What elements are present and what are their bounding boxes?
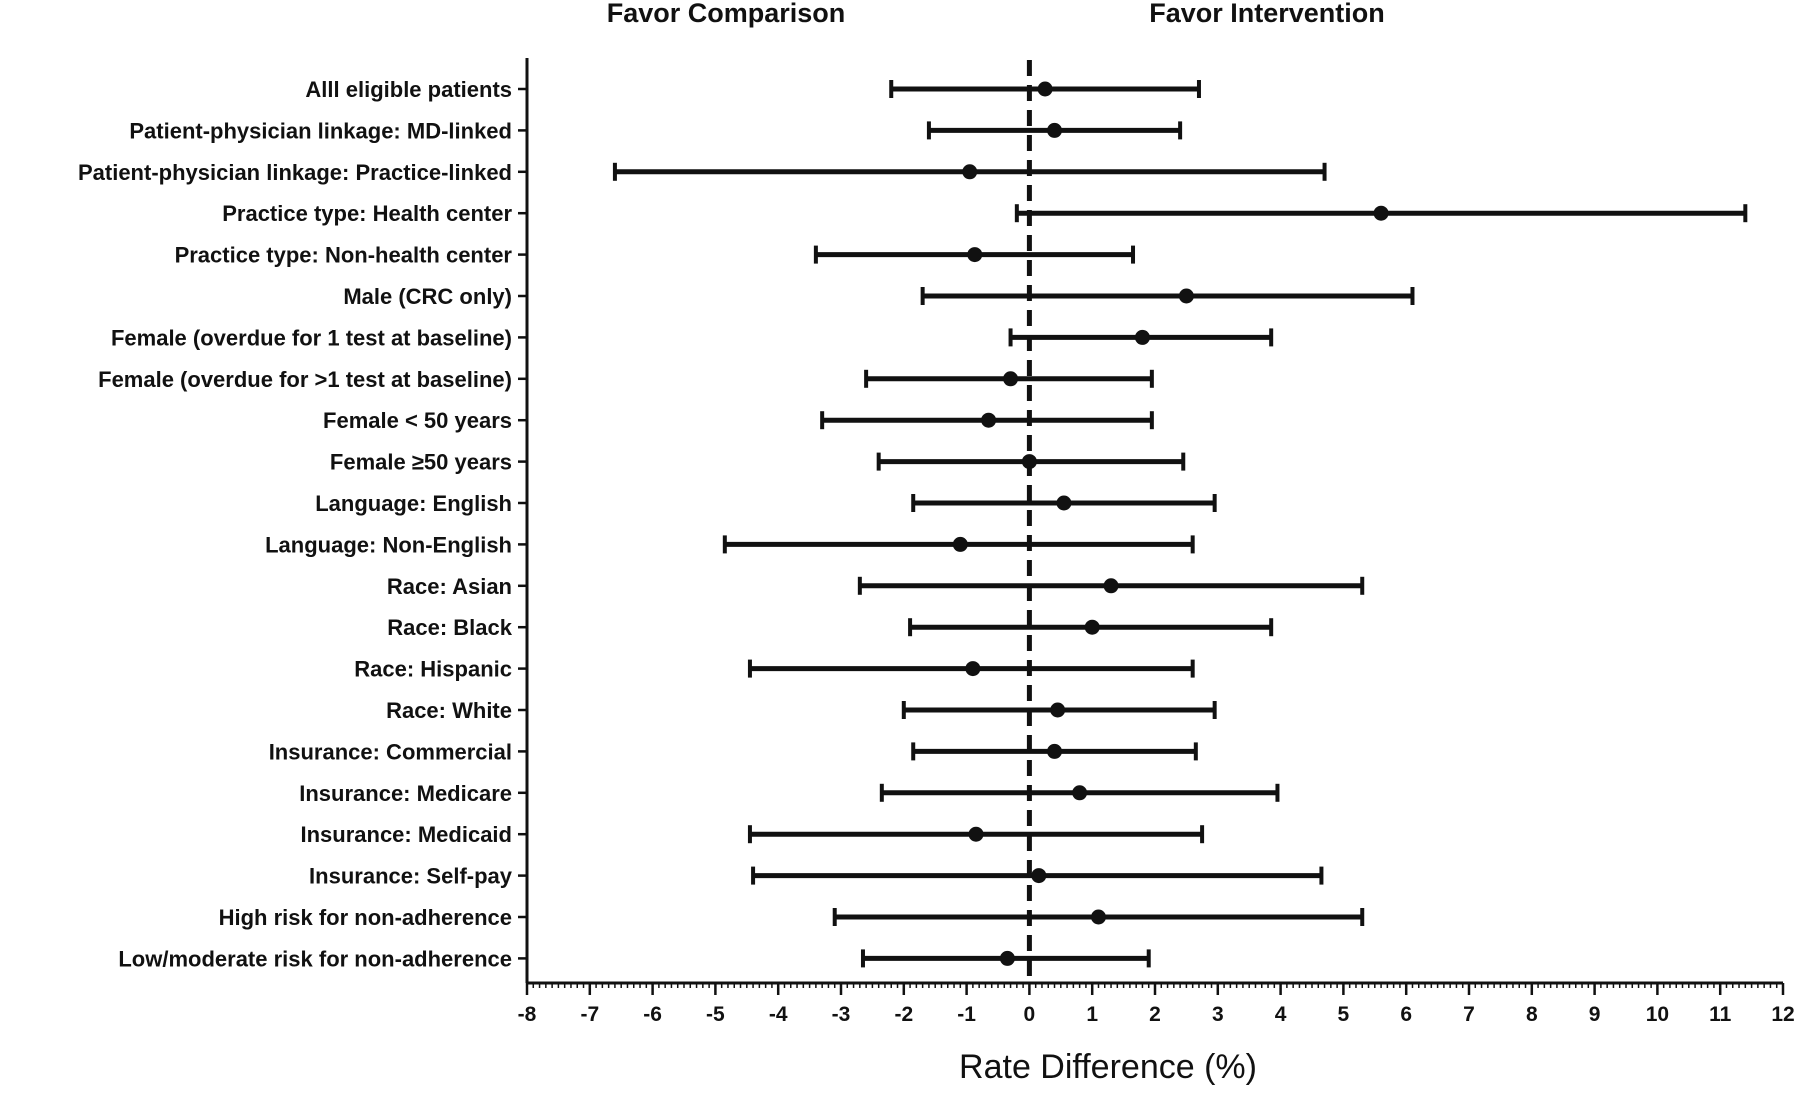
category-label: Practice type: Health center — [222, 201, 512, 226]
category-label: Insurance: Medicare — [299, 781, 512, 806]
category-label: Female ≥50 years — [330, 450, 512, 475]
x-tick-label: 10 — [1646, 1003, 1669, 1026]
x-tick-label: 0 — [1024, 1003, 1036, 1026]
category-label: Low/moderate risk for non-adherence — [118, 946, 512, 971]
category-label: Female (overdue for 1 test at baseline) — [111, 325, 512, 350]
point-estimate — [1056, 495, 1072, 511]
category-label: Patient-physician linkage: MD-linked — [129, 118, 512, 143]
category-label: Race: White — [386, 698, 512, 723]
x-tick-label: -4 — [769, 1003, 788, 1026]
point-estimate — [967, 247, 983, 263]
category-label: Race: Asian — [387, 574, 512, 599]
x-tick-label: -8 — [518, 1003, 537, 1026]
x-tick-label: 9 — [1589, 1003, 1601, 1026]
header-favor-intervention: Favor Intervention — [1149, 0, 1385, 28]
x-tick-label: 6 — [1400, 1003, 1412, 1026]
point-estimate — [1134, 329, 1150, 345]
point-estimate — [952, 536, 968, 552]
point-estimate — [965, 661, 981, 677]
x-tick-label: -1 — [957, 1003, 976, 1026]
x-tick-label: -3 — [832, 1003, 851, 1026]
category-label: Practice type: Non-health center — [175, 243, 513, 268]
point-estimate — [1373, 205, 1389, 221]
x-tick-label: 3 — [1212, 1003, 1224, 1026]
x-tick-label: 7 — [1463, 1003, 1475, 1026]
category-label: Patient-physician linkage: Practice-link… — [78, 160, 512, 185]
x-tick-label: 11 — [1709, 1003, 1732, 1026]
point-estimate — [1178, 288, 1194, 304]
category-label: Female < 50 years — [323, 408, 512, 433]
category-label: High risk for non-adherence — [219, 905, 512, 930]
point-estimate — [968, 826, 984, 842]
point-estimate — [962, 164, 978, 180]
x-tick-label: 2 — [1149, 1003, 1161, 1026]
x-tick-label: -2 — [894, 1003, 913, 1026]
x-tick-label: 5 — [1338, 1003, 1350, 1026]
category-label: Insurance: Commercial — [269, 739, 512, 764]
x-tick-label: 4 — [1275, 1003, 1287, 1026]
category-label: Alll eligible patients — [305, 77, 512, 102]
category-label: Insurance: Self-pay — [309, 864, 513, 889]
point-estimate — [981, 412, 997, 428]
x-tick-label: -5 — [706, 1003, 725, 1026]
category-label: Language: English — [315, 491, 512, 516]
point-estimate — [1103, 578, 1119, 594]
category-label: Race: Black — [387, 615, 513, 640]
point-estimate — [1050, 702, 1066, 718]
header-favor-comparison: Favor Comparison — [607, 0, 846, 28]
x-tick-label: 8 — [1526, 1003, 1538, 1026]
point-estimate — [1037, 81, 1053, 97]
category-label: Male (CRC only) — [343, 284, 512, 309]
category-label: Language: Non-English — [265, 532, 512, 557]
category-label: Insurance: Medicaid — [300, 822, 512, 847]
point-estimate — [1047, 743, 1063, 759]
point-estimate — [1084, 619, 1100, 635]
point-estimate — [1047, 122, 1063, 138]
point-estimate — [1072, 785, 1088, 801]
x-tick-label: -6 — [643, 1003, 662, 1026]
point-estimate — [1031, 868, 1047, 884]
category-label: Race: Hispanic — [354, 657, 512, 682]
point-estimate — [1090, 909, 1106, 925]
x-tick-label: 1 — [1086, 1003, 1098, 1026]
point-estimate — [1003, 371, 1019, 387]
point-estimate — [999, 950, 1015, 966]
category-label: Female (overdue for >1 test at baseline) — [98, 367, 512, 392]
x-axis-title: Rate Difference (%) — [959, 1048, 1257, 1086]
x-tick-label: 12 — [1771, 1003, 1794, 1026]
x-tick-label: -7 — [580, 1003, 599, 1026]
point-estimate — [1021, 454, 1037, 470]
